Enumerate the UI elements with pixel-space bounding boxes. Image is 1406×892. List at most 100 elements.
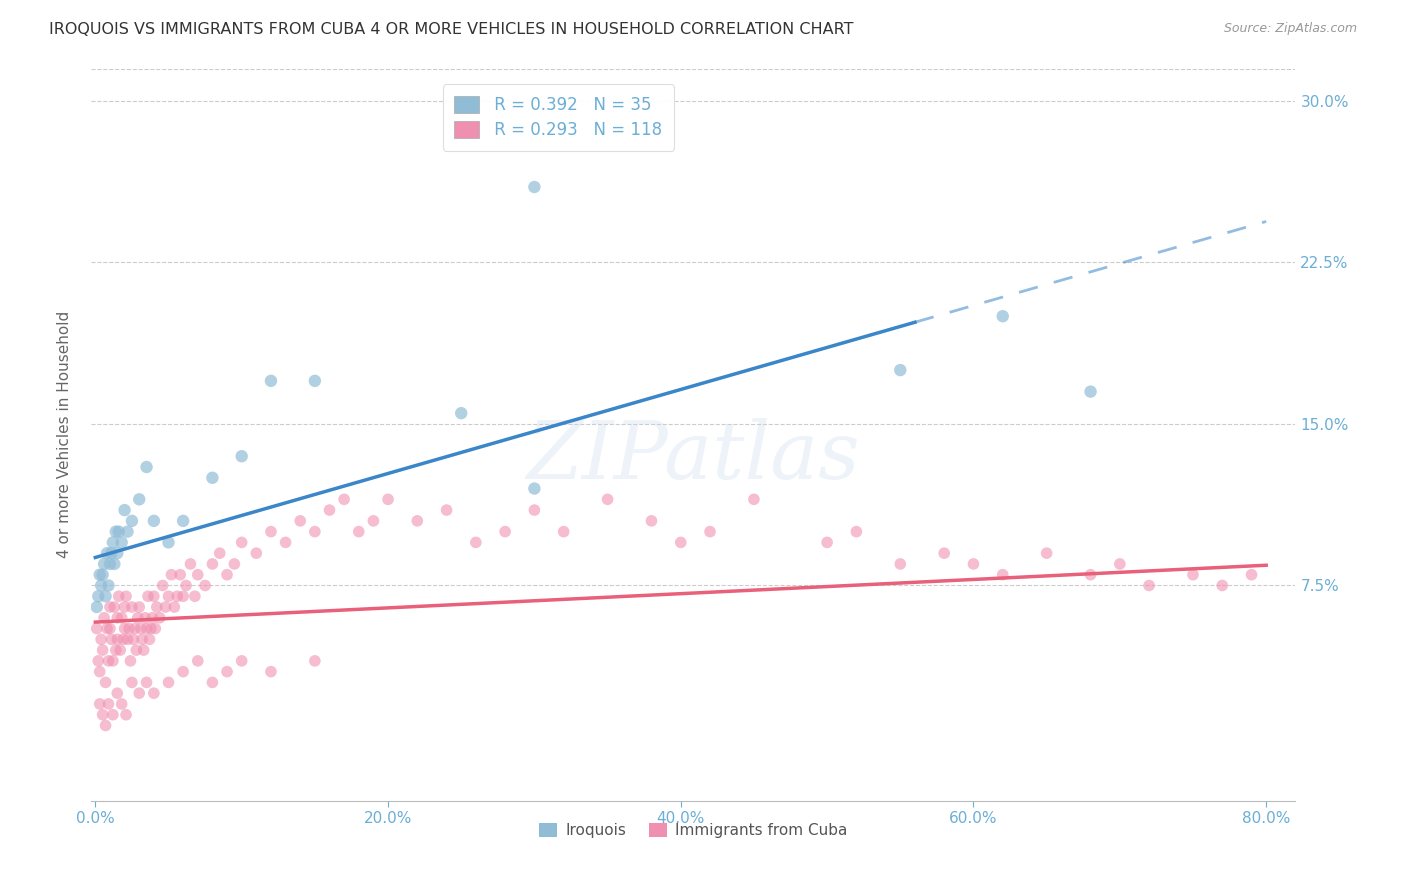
Point xyxy=(172,665,194,679)
Point xyxy=(304,374,326,388)
Point xyxy=(114,503,136,517)
Point xyxy=(131,632,153,647)
Point xyxy=(184,589,207,603)
Point xyxy=(107,524,129,539)
Point xyxy=(889,557,911,571)
Point xyxy=(97,697,120,711)
Point xyxy=(187,567,209,582)
Point xyxy=(100,632,122,647)
Point xyxy=(105,546,128,560)
Point xyxy=(215,567,238,582)
Point xyxy=(105,686,128,700)
Point xyxy=(100,546,122,560)
Point xyxy=(142,686,165,700)
Point xyxy=(94,675,117,690)
Point xyxy=(166,589,188,603)
Point xyxy=(87,654,110,668)
Point xyxy=(201,471,224,485)
Point xyxy=(97,654,120,668)
Point xyxy=(1108,557,1130,571)
Point xyxy=(991,310,1014,324)
Point xyxy=(174,578,197,592)
Point xyxy=(132,643,155,657)
Point xyxy=(1182,567,1205,582)
Point xyxy=(318,503,340,517)
Point xyxy=(104,643,127,657)
Point xyxy=(138,632,160,647)
Point xyxy=(128,492,150,507)
Point xyxy=(103,600,125,615)
Point xyxy=(143,622,166,636)
Point xyxy=(596,492,619,507)
Y-axis label: 4 or more Vehicles in Household: 4 or more Vehicles in Household xyxy=(58,311,72,558)
Point xyxy=(1211,578,1233,592)
Point xyxy=(215,665,238,679)
Point xyxy=(87,589,110,603)
Point xyxy=(1080,567,1102,582)
Point xyxy=(157,675,180,690)
Point xyxy=(98,557,121,571)
Point xyxy=(742,492,765,507)
Point xyxy=(120,654,142,668)
Point xyxy=(260,374,283,388)
Point xyxy=(274,535,297,549)
Point xyxy=(889,363,911,377)
Point xyxy=(991,567,1014,582)
Point xyxy=(121,514,143,528)
Point xyxy=(464,535,486,549)
Point xyxy=(194,578,217,592)
Point xyxy=(152,578,174,592)
Point xyxy=(86,600,108,615)
Point xyxy=(139,622,162,636)
Point xyxy=(1137,578,1160,592)
Point xyxy=(108,643,131,657)
Point xyxy=(111,611,134,625)
Point xyxy=(347,524,370,539)
Point xyxy=(135,622,157,636)
Point xyxy=(115,589,138,603)
Point xyxy=(699,524,721,539)
Point xyxy=(201,675,224,690)
Point xyxy=(169,567,191,582)
Point xyxy=(845,524,868,539)
Point xyxy=(90,632,112,647)
Point xyxy=(105,632,128,647)
Point xyxy=(142,589,165,603)
Point xyxy=(231,535,253,549)
Point xyxy=(523,503,546,517)
Point xyxy=(117,524,139,539)
Point xyxy=(93,557,115,571)
Point xyxy=(304,654,326,668)
Point xyxy=(117,632,139,647)
Point xyxy=(91,567,114,582)
Point xyxy=(523,180,546,194)
Point xyxy=(157,589,180,603)
Point xyxy=(157,535,180,549)
Point xyxy=(260,524,283,539)
Point xyxy=(934,546,956,560)
Point xyxy=(135,675,157,690)
Point xyxy=(103,557,125,571)
Legend: Iroquois, Immigrants from Cuba: Iroquois, Immigrants from Cuba xyxy=(533,817,853,845)
Point xyxy=(111,535,134,549)
Point xyxy=(208,546,231,560)
Point xyxy=(121,600,143,615)
Point xyxy=(93,611,115,625)
Point xyxy=(94,589,117,603)
Point xyxy=(155,600,177,615)
Point xyxy=(149,611,172,625)
Point xyxy=(436,503,458,517)
Point xyxy=(111,697,134,711)
Point xyxy=(101,535,124,549)
Point xyxy=(962,557,984,571)
Point xyxy=(640,514,662,528)
Point xyxy=(98,622,121,636)
Point xyxy=(136,589,159,603)
Point xyxy=(114,600,136,615)
Point xyxy=(105,611,128,625)
Point xyxy=(91,707,114,722)
Point xyxy=(96,622,118,636)
Point xyxy=(128,600,150,615)
Point xyxy=(97,578,120,592)
Text: IROQUOIS VS IMMIGRANTS FROM CUBA 4 OR MORE VEHICLES IN HOUSEHOLD CORRELATION CHA: IROQUOIS VS IMMIGRANTS FROM CUBA 4 OR MO… xyxy=(49,22,853,37)
